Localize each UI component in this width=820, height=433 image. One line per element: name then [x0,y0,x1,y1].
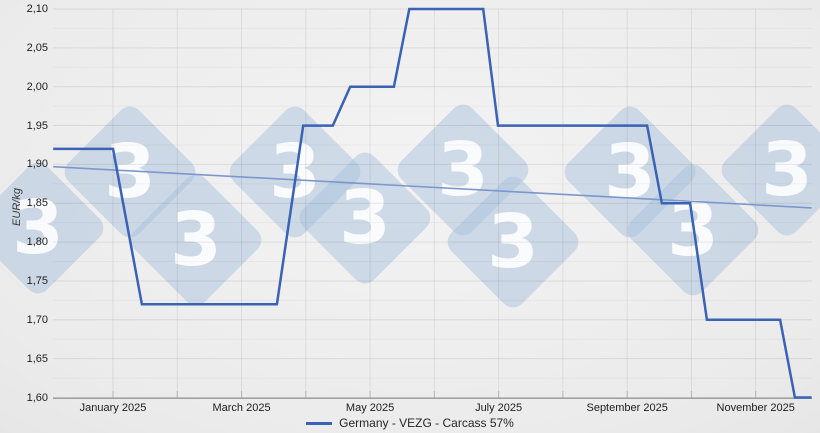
y-tick-label: 1,70 [26,313,48,326]
y-tick-label: 1,75 [26,274,48,287]
x-tick-label: January 2025 [79,402,147,414]
x-tick-label: September 2025 [586,402,668,414]
y-tick-label: 1,60 [26,391,48,404]
legend-line-swatch [306,421,333,425]
legend-label: Germany - VEZG - Carcass 57% [339,416,514,430]
trend-line [53,165,812,209]
y-tick-label: 1,85 [26,197,48,210]
y-tick-label: 2,00 [26,80,48,93]
x-tick-label: March 2025 [212,402,271,414]
x-tick-label: July 2025 [475,402,523,414]
y-tick-label: 1,65 [26,352,48,365]
y-axis-title: EUR/kg [11,188,23,226]
y-tick-label: 1,90 [26,158,48,171]
y-tick-label: 1,80 [26,236,48,249]
legend: Germany - VEZG - Carcass 57% [0,416,820,430]
y-tick-label: 2,05 [26,41,48,54]
y-tick-label: 2,10 [26,3,48,15]
x-tick-label: November 2025 [716,402,795,414]
x-tick-label: May 2025 [345,402,395,414]
y-tick-label: 1,95 [26,119,48,132]
price-series-line [53,7,812,399]
